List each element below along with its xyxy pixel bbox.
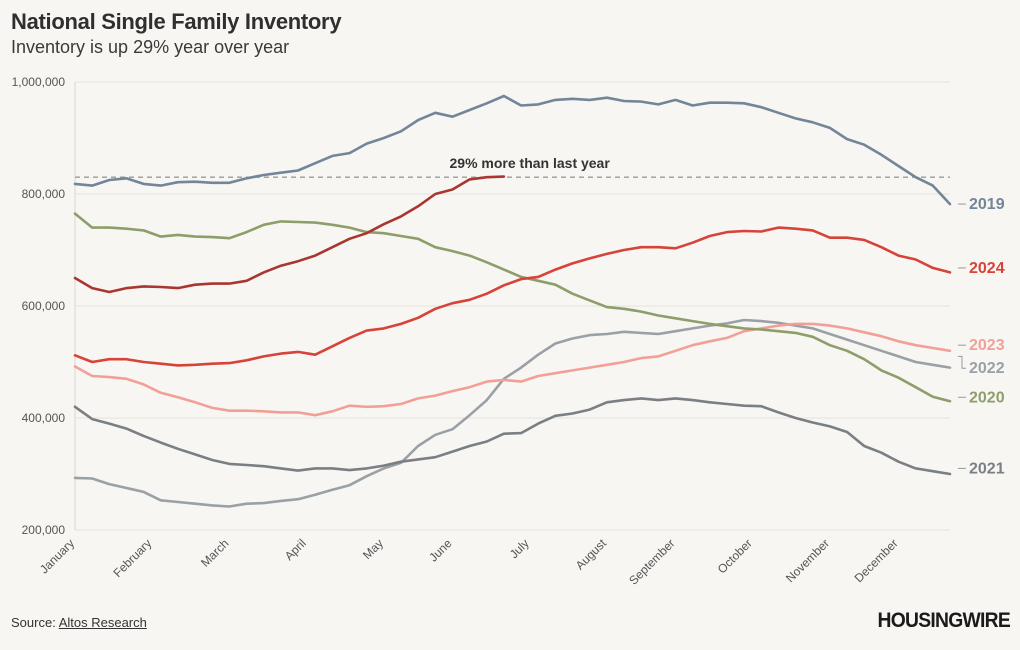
y-tick-label: 800,000 <box>22 187 66 201</box>
x-tick-label: November <box>783 536 832 585</box>
series-line-2020 <box>73 212 952 403</box>
end-label-2019: 2019 <box>969 196 1005 213</box>
x-tick-label: January <box>37 536 77 576</box>
series-line-2019 <box>73 94 952 206</box>
series-line-2022 <box>73 318 952 508</box>
x-tick-label: May <box>360 536 386 562</box>
x-tick-label: February <box>110 536 154 580</box>
x-tick-label: March <box>198 536 231 569</box>
chart-title: National Single Family Inventory <box>11 9 342 34</box>
reference-line-label: 29% more than last year <box>450 155 611 171</box>
housingwire-logo: HOUSINGWIRE <box>877 609 1010 632</box>
series-line-2024 <box>73 226 952 367</box>
y-tick-label: 400,000 <box>22 411 66 425</box>
y-tick-label: 200,000 <box>22 523 66 537</box>
series-line-2023 <box>73 322 952 417</box>
source-line: Source: Altos Research <box>11 615 147 630</box>
end-label-2022: 2022 <box>969 360 1005 377</box>
y-tick-label: 600,000 <box>22 299 66 313</box>
x-tick-label: September <box>626 536 677 587</box>
x-tick-label: June <box>426 536 455 565</box>
series-line-2024-prior-year-offset- <box>73 175 506 294</box>
end-label-2020: 2020 <box>969 389 1005 406</box>
x-tick-label: July <box>507 536 532 561</box>
x-tick-label: April <box>282 536 309 563</box>
x-tick-label: December <box>852 536 901 585</box>
x-tick-label: August <box>573 536 610 573</box>
end-label-2021: 2021 <box>969 460 1005 477</box>
source-prefix: Source: <box>11 615 59 630</box>
y-tick-label: 1,000,000 <box>12 75 66 89</box>
end-label-connector <box>958 355 966 369</box>
end-label-2023: 2023 <box>969 337 1005 354</box>
end-label-2024: 2024 <box>969 260 1005 277</box>
series-line-2021 <box>73 397 952 476</box>
x-tick-label: October <box>715 536 755 576</box>
source-link[interactable]: Altos Research <box>58 615 147 630</box>
chart-subtitle: Inventory is up 29% year over year <box>11 37 290 57</box>
